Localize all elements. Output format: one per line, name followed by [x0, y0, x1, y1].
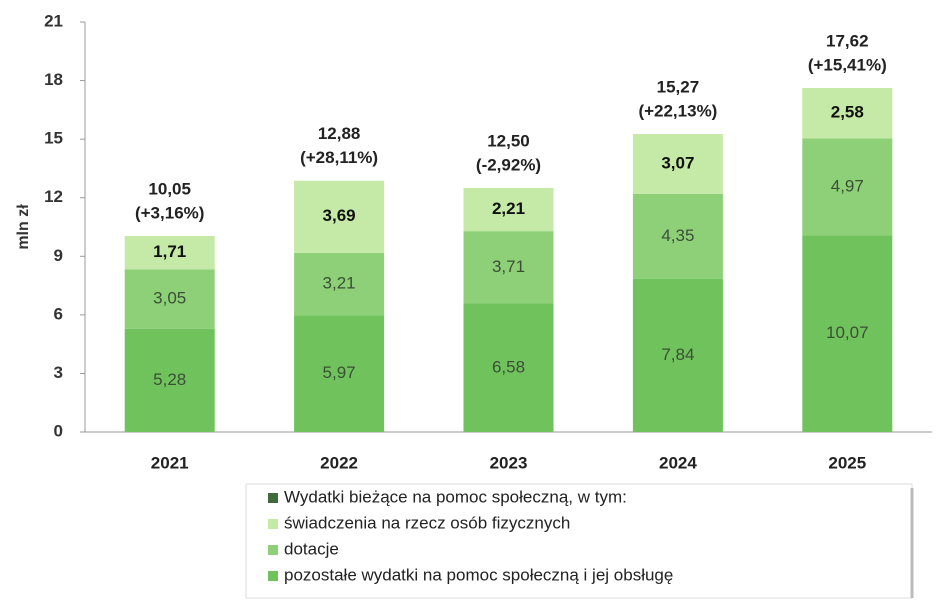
bar-value-label: 6,58	[492, 357, 525, 376]
bar-segment	[294, 252, 385, 316]
change-label: (+15,41%)	[808, 55, 887, 74]
change-label: (+22,13%)	[638, 102, 717, 121]
x-tick-label: 2023	[490, 453, 528, 472]
legend-box	[245, 483, 913, 599]
bar-value-label: 3,07	[661, 154, 694, 173]
y-tick-label: 3	[54, 363, 63, 382]
bar-value-label: 2,21	[492, 199, 525, 218]
bar-value-label: 10,07	[826, 323, 869, 342]
bar-segment	[124, 235, 215, 270]
bar-segment	[632, 194, 723, 279]
bar-segment	[632, 134, 723, 195]
change-label: (+28,11%)	[300, 148, 378, 167]
y-tick-label: 6	[54, 304, 63, 323]
legend-label: dotacje	[284, 539, 339, 558]
legend-label: Wydatki bieżące na pomoc społeczną, w ty…	[284, 487, 627, 506]
y-tick-label: 12	[44, 187, 63, 206]
bar-segment	[463, 231, 554, 304]
change-label: (-2,92%)	[476, 155, 541, 174]
total-label: 12,88	[318, 124, 361, 143]
bar-segment	[802, 235, 893, 432]
bar-value-label: 2,58	[831, 103, 864, 122]
bar-value-label: 1,71	[153, 242, 186, 261]
bar-value-label: 5,28	[153, 370, 186, 389]
total-label: 10,05	[148, 179, 191, 198]
bar-segment	[802, 138, 893, 236]
bar-segment	[294, 315, 385, 432]
x-tick-label: 2022	[320, 453, 358, 472]
bar-segment	[802, 87, 893, 139]
bar-segment	[124, 328, 215, 432]
total-label: 12,50	[487, 131, 530, 150]
x-tick-label: 2024	[659, 453, 697, 472]
bar-value-label: 3,05	[153, 289, 186, 308]
bar-value-label: 3,71	[492, 257, 525, 276]
bar-value-label: 4,97	[831, 176, 864, 195]
bar-value-label: 4,35	[661, 226, 694, 245]
legend-swatch	[268, 545, 278, 555]
bar-segment	[124, 269, 215, 329]
bar-segment	[294, 180, 385, 253]
legend-label: świadczenia na rzecz osób fizycznych	[284, 513, 570, 532]
legend-swatch	[268, 519, 278, 529]
bar-value-label: 5,97	[323, 363, 356, 382]
y-tick-label: 15	[44, 129, 63, 148]
legend-label: pozostałe wydatki na pomoc społeczną i j…	[284, 565, 673, 584]
total-label: 17,62	[826, 31, 869, 50]
total-label: 15,27	[657, 78, 700, 97]
y-tick-label: 9	[54, 246, 63, 265]
y-axis-label: mln zł	[15, 204, 32, 250]
legend-swatch	[268, 571, 278, 581]
legend-swatch	[268, 493, 278, 503]
x-tick-label: 2021	[151, 453, 189, 472]
y-tick-label: 18	[44, 70, 63, 89]
change-label: (+3,16%)	[135, 203, 204, 222]
y-tick-label: 21	[44, 11, 63, 30]
bar-segment	[463, 303, 554, 432]
bar-value-label: 3,21	[323, 274, 356, 293]
bar-segment	[463, 187, 554, 232]
bar-value-label: 3,69	[323, 206, 356, 225]
bar-value-label: 7,84	[661, 345, 694, 364]
x-tick-label: 2025	[828, 453, 866, 472]
bar-segment	[632, 278, 723, 432]
y-tick-label: 0	[54, 421, 63, 440]
